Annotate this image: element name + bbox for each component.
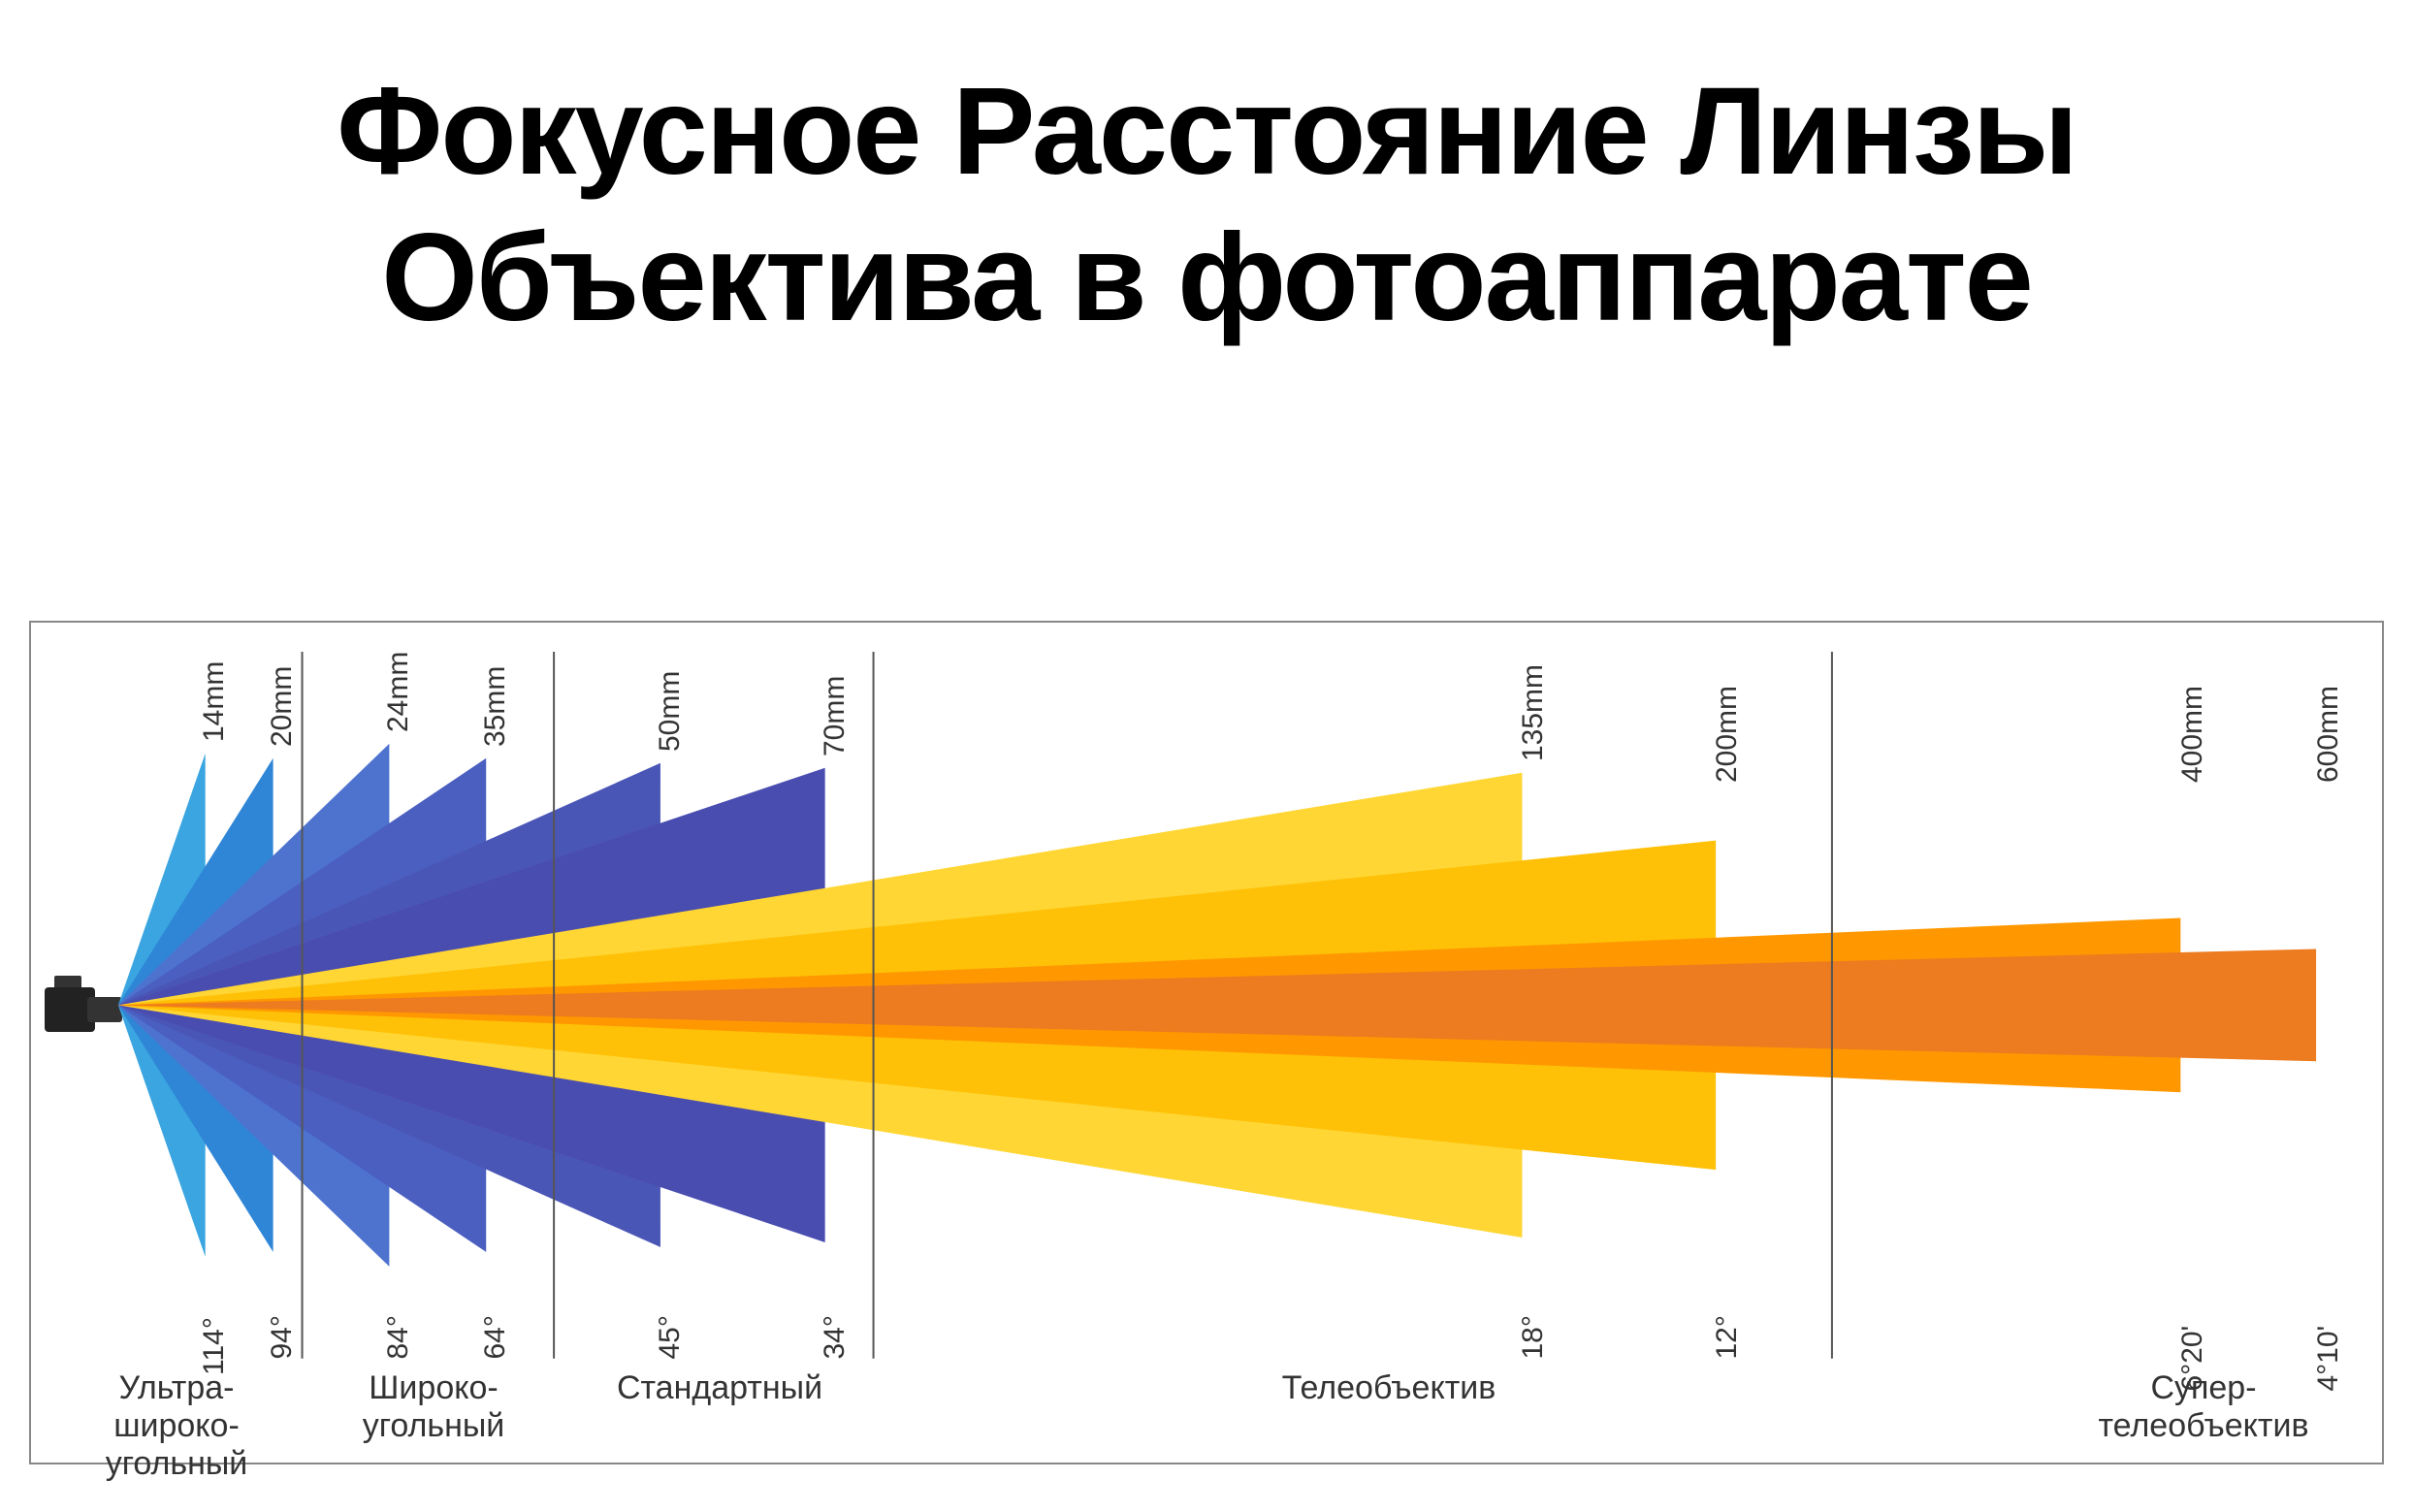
title-line-1: Фокусное Расстояние Линзы	[0, 58, 2413, 205]
focal-label-135mm: 135mm	[1517, 664, 1550, 761]
focal-label-400mm: 400mm	[2176, 686, 2209, 783]
focal-label-200mm: 200mm	[1711, 686, 1744, 783]
category-label: Стандартный	[574, 1369, 865, 1407]
focal-label-24mm: 24mm	[382, 652, 415, 732]
angle-label-24mm: 84°	[382, 1315, 415, 1359]
focal-label-35mm: 35mm	[479, 666, 512, 747]
angle-label-200mm: 12°	[1711, 1315, 1744, 1359]
angle-label-35mm: 64°	[479, 1315, 512, 1359]
title-line-2: Объектива в фотоаппарате	[0, 205, 2413, 351]
focal-label-50mm: 50mm	[654, 671, 687, 752]
angle-label-14mm: 114°	[198, 1317, 231, 1375]
category-label: Ультра- широко- угольный	[50, 1369, 303, 1483]
focal-label-14mm: 14mm	[198, 661, 231, 742]
angle-label-20mm: 94°	[266, 1315, 299, 1359]
focal-label-600mm: 600mm	[2312, 686, 2345, 783]
angle-label-50mm: 45°	[654, 1315, 687, 1359]
angle-label-135mm: 18°	[1517, 1315, 1550, 1359]
title-block: Фокусное Расстояние Линзы Объектива в фо…	[0, 0, 2413, 351]
category-label: Широко- угольный	[317, 1369, 550, 1445]
focal-label-70mm: 70mm	[819, 676, 852, 756]
focal-label-20mm: 20mm	[266, 666, 299, 747]
category-label: Телеобъектив	[1195, 1369, 1583, 1407]
diagram-frame: 14mm 114° 20mm 94° 24mm 84° 35mm 64° 50mm 45° 70mm…	[29, 621, 2384, 1464]
category-label: Супер- телеобъектив	[2048, 1369, 2359, 1445]
label-layer: 14mm 114° 20mm 94° 24mm 84° 35mm 64° 50mm 45° 70mm…	[31, 623, 2382, 1463]
angle-label-70mm: 34°	[819, 1315, 852, 1359]
